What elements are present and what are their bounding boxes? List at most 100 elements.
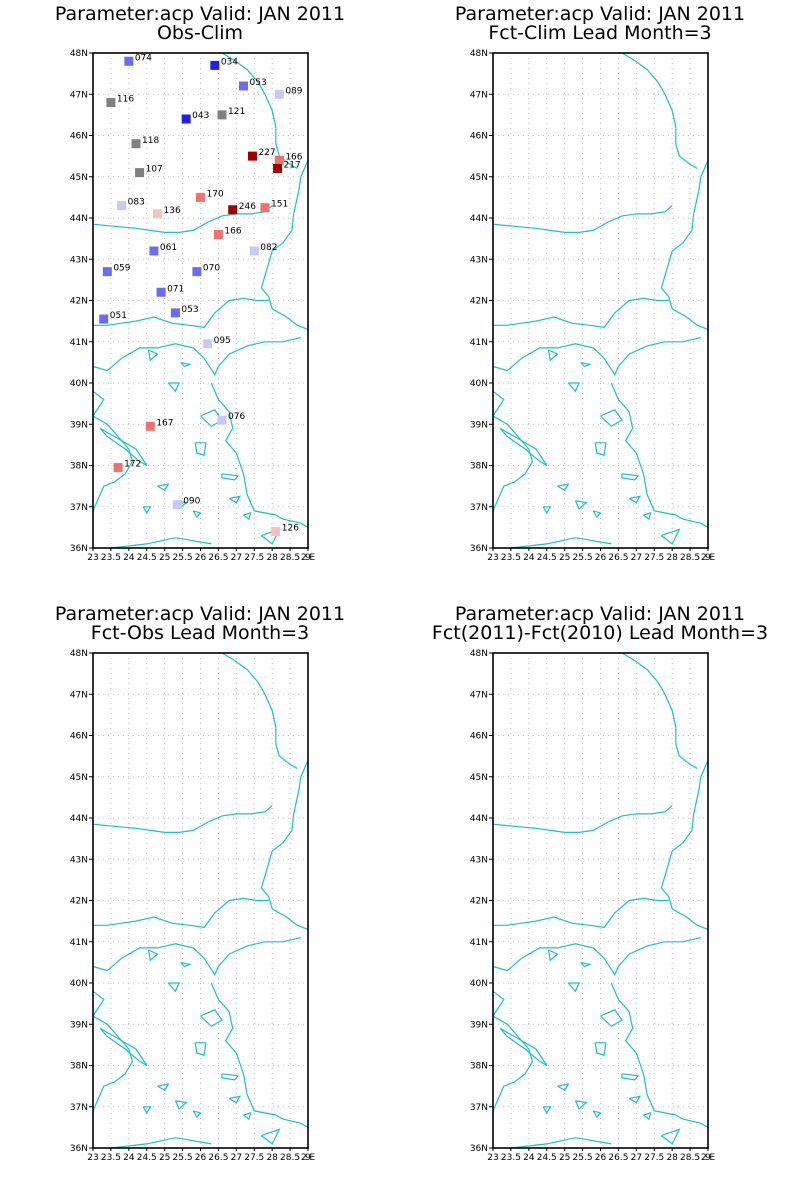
station-marker bbox=[274, 89, 284, 99]
coastline bbox=[628, 495, 642, 504]
coastline bbox=[492, 390, 534, 512]
station-label: 053 bbox=[181, 305, 198, 315]
station-marker bbox=[196, 192, 205, 202]
coastline bbox=[621, 473, 640, 481]
coastline bbox=[492, 805, 673, 833]
lat-tick-label: 42N bbox=[70, 897, 88, 907]
coastline bbox=[557, 1083, 570, 1092]
lon-tick-label: 24 bbox=[523, 553, 535, 563]
lat-tick-label: 40N bbox=[470, 379, 488, 389]
lat-tick-label: 46N bbox=[470, 732, 488, 742]
lat-tick-label: 37N bbox=[70, 1103, 88, 1113]
coastline bbox=[592, 1110, 602, 1119]
coastline bbox=[660, 760, 709, 930]
coastline bbox=[180, 961, 192, 968]
coastline bbox=[210, 382, 309, 528]
station-label: 034 bbox=[221, 57, 238, 67]
lon-tick-label: 28 bbox=[266, 1153, 278, 1163]
lat-tick-label: 48N bbox=[70, 649, 88, 659]
lat-tick-label: 41N bbox=[70, 338, 88, 348]
coastline bbox=[567, 382, 580, 393]
panel-title-line1: Parameter:acp Valid: JAN 2011 bbox=[454, 603, 746, 625]
panel-title-line2: Fct-Obs Lead Month=3 bbox=[90, 622, 310, 644]
lat-tick-label: 48N bbox=[470, 649, 488, 659]
coastline bbox=[567, 982, 580, 993]
lon-tick-label: 24.5 bbox=[537, 1153, 557, 1163]
lat-tick-label: 38N bbox=[70, 1062, 88, 1072]
lon-tick-label: 26 bbox=[595, 1153, 607, 1163]
station-marker bbox=[239, 81, 248, 91]
lon-tick-label: 26 bbox=[195, 553, 207, 563]
station-label: 172 bbox=[124, 460, 141, 470]
station-marker bbox=[156, 287, 166, 297]
station-label: 246 bbox=[239, 202, 256, 212]
station-marker bbox=[106, 98, 116, 107]
panel-title-line2: Fct(2011)-Fct(2010) Lead Month=3 bbox=[431, 622, 769, 644]
lat-tick-label: 41N bbox=[470, 338, 488, 348]
lon-tick-label: 24.5 bbox=[137, 1153, 157, 1163]
station-marker bbox=[131, 139, 141, 149]
station-label: 074 bbox=[135, 53, 152, 63]
lon-tick-label: 28.5 bbox=[280, 1153, 300, 1163]
coastlines bbox=[92, 652, 309, 1149]
lat-tick-label: 48N bbox=[470, 49, 488, 59]
lat-tick-label: 40N bbox=[70, 979, 88, 989]
lon-tick-label: 27 bbox=[631, 1153, 642, 1163]
coastline bbox=[92, 805, 273, 833]
lat-tick-label: 46N bbox=[470, 132, 488, 142]
station-label: 070 bbox=[203, 264, 220, 274]
lon-tick-label: 28.5 bbox=[680, 1153, 700, 1163]
lon-tick-label: 24 bbox=[123, 553, 135, 563]
coastline bbox=[261, 528, 281, 545]
station-label: 076 bbox=[228, 412, 245, 422]
lon-tick-label: 23 bbox=[87, 1153, 98, 1163]
lon-tick-label: 25 bbox=[559, 553, 570, 563]
station-marker bbox=[247, 151, 257, 161]
coastline bbox=[510, 1137, 612, 1149]
lat-tick-label: 45N bbox=[470, 173, 488, 183]
coastline bbox=[194, 442, 207, 456]
lon-tick-label: 27.5 bbox=[244, 1153, 264, 1163]
lat-tick-label: 46N bbox=[70, 132, 88, 142]
coastline bbox=[260, 160, 309, 330]
coastline bbox=[147, 349, 159, 362]
station-label: 151 bbox=[271, 200, 288, 210]
map-frame: 48N47N46N45N44N43N42N41N40N39N38N37N36N2… bbox=[470, 649, 716, 1163]
lon-tick-label: 28.5 bbox=[680, 553, 700, 563]
lon-tick-label: 28 bbox=[666, 553, 678, 563]
coastline bbox=[92, 937, 301, 976]
coastline bbox=[261, 1128, 281, 1145]
coastline bbox=[610, 982, 709, 1128]
lat-tick-label: 43N bbox=[470, 255, 488, 265]
station-marker bbox=[260, 203, 270, 213]
coastline bbox=[547, 349, 559, 362]
lat-tick-label: 37N bbox=[70, 503, 88, 513]
lon-tick-label: 25 bbox=[159, 553, 170, 563]
station-label: 059 bbox=[113, 264, 130, 274]
panel-title-line1: Parameter:acp Valid: JAN 2011 bbox=[454, 3, 746, 25]
coastline bbox=[99, 427, 148, 467]
station-label: 043 bbox=[192, 111, 209, 121]
lon-tick-label: 23.5 bbox=[501, 1153, 521, 1163]
station-label: 116 bbox=[117, 95, 134, 105]
coastline bbox=[192, 510, 202, 519]
station-label: 166 bbox=[285, 152, 302, 162]
coastline bbox=[493, 897, 669, 928]
lon-tick-label: 27 bbox=[631, 553, 642, 563]
coastline bbox=[600, 409, 623, 428]
lat-tick-label: 42N bbox=[470, 897, 488, 907]
coastlines bbox=[92, 52, 309, 549]
lat-tick-label: 37N bbox=[470, 1103, 488, 1113]
coastline bbox=[243, 512, 252, 521]
panel-obs-clim: Parameter:acp Valid: JAN 2011 Obs-Clim 0… bbox=[0, 0, 400, 600]
station-label: 082 bbox=[260, 243, 277, 253]
lon-tick-label: 24.5 bbox=[137, 553, 157, 563]
coastline bbox=[260, 760, 309, 930]
station-marker bbox=[192, 267, 202, 277]
coastline bbox=[580, 361, 592, 368]
lat-tick-label: 44N bbox=[470, 214, 488, 224]
lat-tick-label: 47N bbox=[70, 90, 88, 100]
station-marker bbox=[153, 209, 162, 219]
station-label: 166 bbox=[224, 227, 241, 237]
station-marker bbox=[149, 246, 159, 256]
